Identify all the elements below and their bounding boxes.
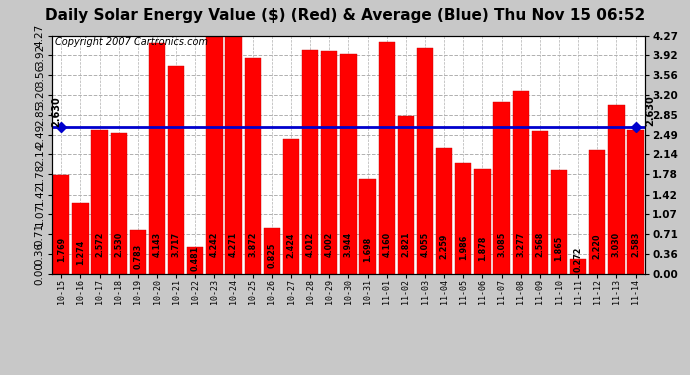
Text: 4.055: 4.055: [420, 232, 429, 257]
Text: 1.986: 1.986: [459, 235, 468, 261]
Bar: [110, 133, 127, 274]
Bar: [92, 130, 108, 274]
Bar: [379, 42, 395, 274]
Text: 1.698: 1.698: [363, 237, 372, 262]
Text: 0.783: 0.783: [133, 243, 142, 268]
Bar: [474, 169, 491, 274]
Text: 3.030: 3.030: [612, 232, 621, 257]
Text: 4.002: 4.002: [325, 232, 334, 257]
Bar: [417, 48, 433, 274]
Text: 2.821: 2.821: [402, 231, 411, 257]
Text: 3.277: 3.277: [516, 232, 525, 257]
Bar: [609, 105, 624, 274]
Text: 2.572: 2.572: [95, 232, 104, 257]
Bar: [551, 170, 567, 274]
Bar: [283, 139, 299, 274]
Text: 2.568: 2.568: [535, 232, 544, 257]
Bar: [168, 66, 184, 274]
Text: 2.259: 2.259: [440, 233, 449, 259]
Bar: [226, 36, 241, 274]
Text: 4.143: 4.143: [152, 232, 161, 257]
Text: 2.583: 2.583: [631, 232, 640, 257]
Text: 2.630: 2.630: [52, 96, 61, 127]
Bar: [532, 130, 548, 274]
Text: 0.825: 0.825: [268, 243, 277, 268]
Bar: [436, 148, 453, 274]
Bar: [627, 130, 644, 274]
Text: 4.012: 4.012: [306, 232, 315, 257]
Bar: [53, 175, 70, 274]
Bar: [206, 37, 223, 274]
Text: 1.769: 1.769: [57, 237, 66, 262]
Text: Daily Solar Energy Value ($) (Red) & Average (Blue) Thu Nov 15 06:52: Daily Solar Energy Value ($) (Red) & Ave…: [45, 9, 645, 23]
Bar: [493, 102, 510, 274]
Text: 1.274: 1.274: [76, 240, 85, 265]
Text: 4.271: 4.271: [229, 232, 238, 257]
Bar: [302, 50, 318, 274]
Text: 2.424: 2.424: [286, 232, 295, 258]
Text: 3.717: 3.717: [172, 232, 181, 257]
Text: 1.878: 1.878: [478, 236, 487, 261]
Bar: [397, 116, 414, 274]
Bar: [589, 150, 605, 274]
Bar: [340, 54, 357, 274]
Text: 4.242: 4.242: [210, 232, 219, 257]
Bar: [359, 179, 376, 274]
Text: 4.160: 4.160: [382, 232, 391, 257]
Text: 3.872: 3.872: [248, 232, 257, 257]
Text: Copyright 2007 Cartronics.com: Copyright 2007 Cartronics.com: [55, 37, 208, 47]
Text: 1.865: 1.865: [555, 236, 564, 261]
Text: 2.630: 2.630: [645, 95, 655, 126]
Text: 3.085: 3.085: [497, 232, 506, 257]
Text: 3.944: 3.944: [344, 232, 353, 257]
Bar: [130, 230, 146, 274]
Bar: [321, 51, 337, 274]
Text: 0.272: 0.272: [573, 246, 582, 272]
Bar: [244, 58, 261, 274]
Text: 2.220: 2.220: [593, 233, 602, 259]
Bar: [187, 247, 204, 274]
Bar: [264, 228, 280, 274]
Bar: [513, 91, 529, 274]
Bar: [570, 259, 586, 274]
Bar: [455, 163, 471, 274]
Bar: [72, 203, 88, 274]
Text: 2.530: 2.530: [115, 232, 124, 257]
Bar: [149, 43, 165, 274]
Text: 0.481: 0.481: [191, 245, 200, 270]
